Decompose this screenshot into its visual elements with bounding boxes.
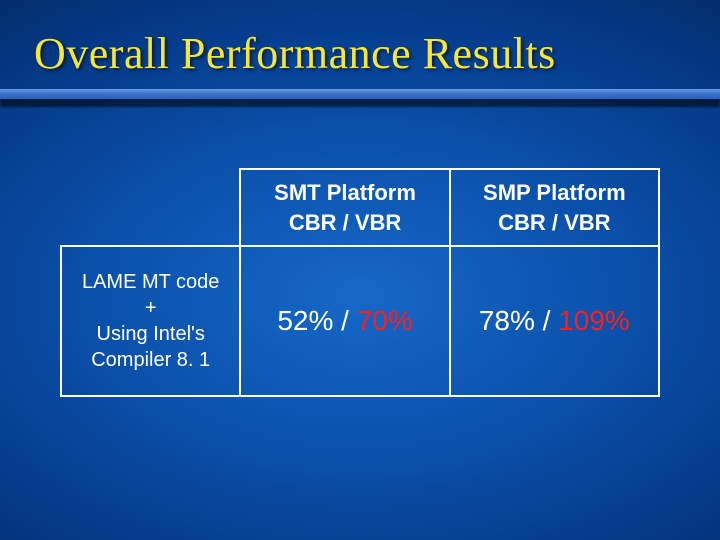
table-header-smp: SMP Platform CBR / VBR xyxy=(450,169,659,246)
row-label-line: Compiler 8. 1 xyxy=(91,349,210,371)
cbr-value: 52% xyxy=(277,305,333,336)
content-area: SMT Platform CBR / VBR SMP Platform CBR … xyxy=(60,168,660,397)
row-label-cell: LAME MT code + Using Intel's Compiler 8.… xyxy=(61,246,240,396)
slide: Overall Performance Results SMT Platform… xyxy=(0,0,720,540)
col-header-line2: CBR / VBR xyxy=(498,210,610,235)
vbr-value: 109% xyxy=(558,305,630,336)
value-separator: / xyxy=(543,305,551,336)
col-header-line2: CBR / VBR xyxy=(289,210,401,235)
slide-title: Overall Performance Results xyxy=(34,28,686,79)
title-underline xyxy=(0,89,720,109)
col-header-line1: SMP Platform xyxy=(483,180,626,205)
table-header-row: SMT Platform CBR / VBR SMP Platform CBR … xyxy=(61,169,659,246)
vbr-value: 70% xyxy=(357,305,413,336)
cbr-value: 78% xyxy=(479,305,535,336)
row-label-line: LAME MT code xyxy=(82,271,219,293)
table-header-blank xyxy=(61,169,240,246)
col-header-line1: SMT Platform xyxy=(274,180,416,205)
value-cell-smp: 78% / 109% xyxy=(450,246,659,396)
table-row: LAME MT code + Using Intel's Compiler 8.… xyxy=(61,246,659,396)
row-label-line: + xyxy=(145,297,157,319)
value-separator: / xyxy=(341,305,349,336)
row-label-line: Using Intel's xyxy=(97,323,205,345)
performance-table: SMT Platform CBR / VBR SMP Platform CBR … xyxy=(60,168,660,397)
table-header-smt: SMT Platform CBR / VBR xyxy=(240,169,449,246)
value-cell-smt: 52% / 70% xyxy=(240,246,449,396)
